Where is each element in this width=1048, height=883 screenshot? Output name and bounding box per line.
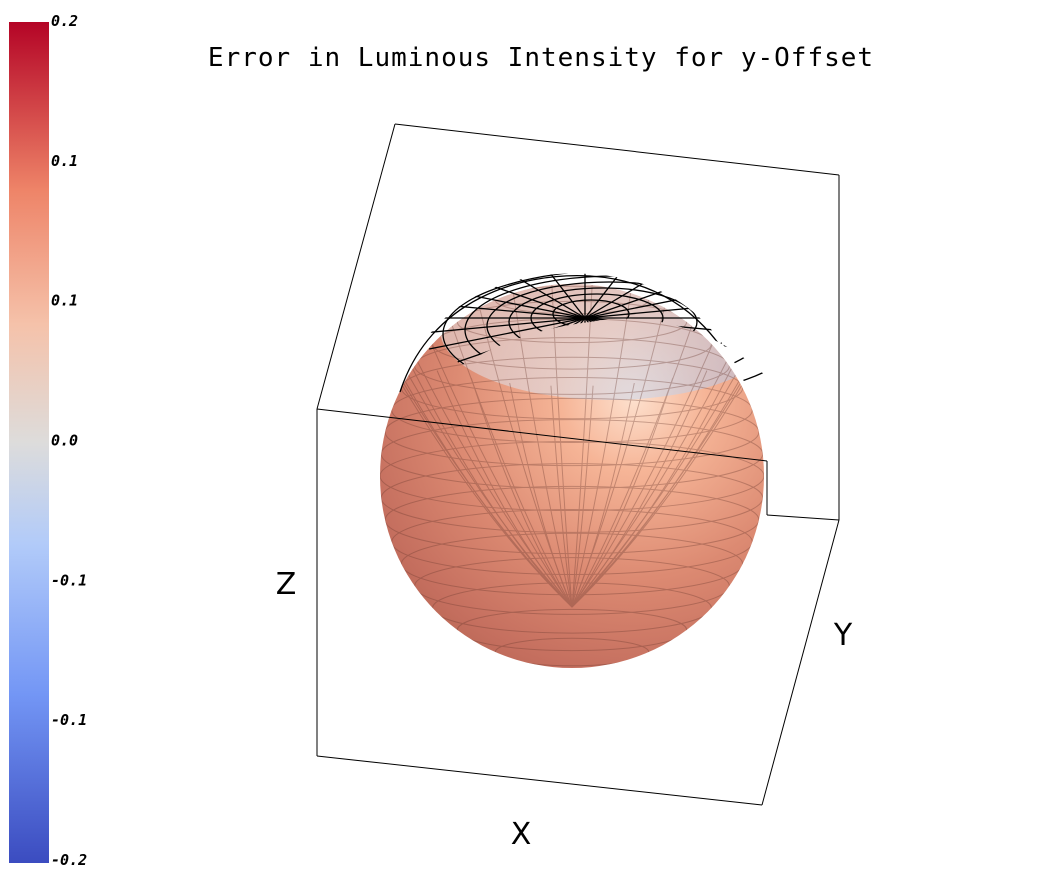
wire-spoke	[428, 317, 586, 350]
mesh-meridian	[571, 284, 635, 608]
colorbar-tick-labels: 0.2 0.1 0.1 0.0 -0.1 -0.1 -0.2	[51, 12, 87, 869]
colorbar-tick-label: -0.1	[51, 711, 87, 729]
sphere-surface	[380, 273, 770, 668]
wire-spoke	[537, 273, 586, 319]
mesh-parallel	[494, 637, 650, 667]
mesh-meridian	[571, 385, 594, 608]
mesh-parallel	[432, 582, 712, 634]
mesh-meridian	[436, 370, 573, 608]
colorbar-tick-label: 0.0	[51, 432, 78, 450]
colorbar-tick-label: -0.2	[51, 851, 87, 869]
mesh-parallel	[380, 463, 764, 533]
mesh-parallel	[391, 509, 753, 575]
mesh-meridian	[571, 350, 757, 608]
x-axis-label: X	[511, 817, 532, 852]
colorbar-gradient	[9, 22, 49, 863]
mesh-parallel	[380, 440, 764, 512]
mesh-parallel	[380, 419, 764, 489]
chart-title: Error in Luminous Intensity for y-Offset	[208, 43, 874, 73]
colorbar-tick-label: -0.1	[51, 571, 87, 589]
mesh-meridian	[571, 370, 708, 608]
mesh-meridian	[470, 377, 573, 608]
mesh-meridian	[387, 350, 573, 608]
mesh-meridian	[571, 284, 708, 608]
mesh-meridian	[509, 284, 573, 608]
mesh-parallel	[391, 377, 753, 443]
box-back-edges	[316, 123, 840, 520]
wire-spoke	[411, 317, 586, 335]
mesh-meridian	[571, 284, 674, 608]
mesh-meridian	[550, 385, 573, 608]
mesh-meridian	[509, 382, 573, 608]
wire-spoke	[494, 273, 586, 319]
colorbar: 0.2 0.1 0.1 0.0 -0.1 -0.1 -0.2	[9, 12, 87, 869]
wire-spoke	[584, 273, 633, 319]
mesh-meridian	[436, 284, 573, 608]
z-axis-label: Z	[276, 567, 297, 602]
mesh-meridian	[571, 382, 635, 608]
colorbar-tick-label: 0.1	[51, 152, 78, 170]
mesh-meridian	[571, 377, 674, 608]
colorbar-tick-label: 0.1	[51, 292, 78, 310]
wire-spoke	[584, 273, 676, 319]
y-axis-label: Y	[833, 618, 853, 653]
mesh-parallel	[456, 608, 688, 652]
box-front-edges	[316, 408, 840, 806]
sphere-cap	[440, 284, 764, 400]
mesh-meridian	[571, 361, 736, 608]
mesh-meridian	[408, 361, 573, 608]
colorbar-tick-label: 0.2	[51, 12, 78, 30]
